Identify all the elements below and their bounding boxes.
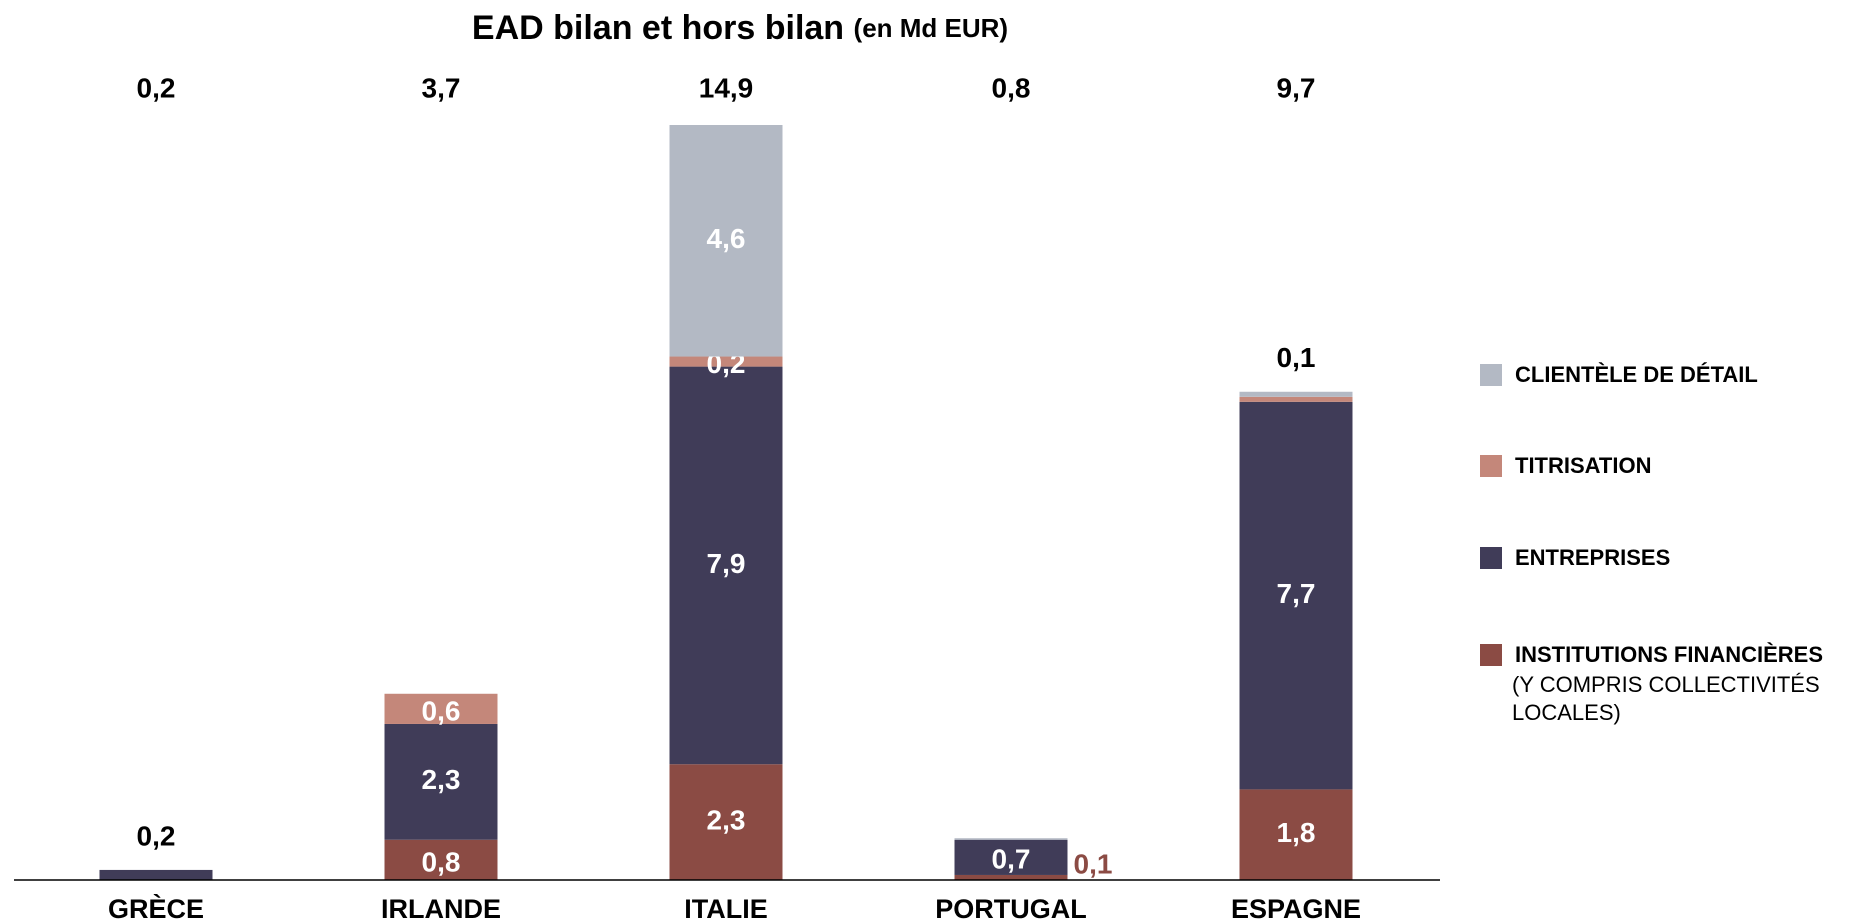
data-label: 1,8	[1277, 817, 1316, 848]
bar-segment	[669, 356, 783, 367]
bar-segment	[99, 869, 213, 880]
total-label: 0,8	[992, 72, 1031, 103]
legend-label: CLIENTÈLE DE DÉTAIL	[1515, 362, 1758, 387]
data-label: 0,8	[422, 846, 461, 877]
total-label: 0,2	[137, 72, 176, 103]
bar-segment	[1239, 396, 1353, 402]
legend-swatch	[1480, 455, 1502, 477]
bar-segment	[954, 874, 1068, 880]
bar-segment	[384, 723, 498, 840]
title-unit: (en Md EUR)	[854, 13, 1009, 43]
data-label: 0,2	[137, 820, 176, 851]
bar-segment	[954, 839, 1068, 875]
data-label: 4,6	[707, 223, 746, 254]
bar-segment	[384, 693, 498, 724]
legend-detail: (Y COMPRIS COLLECTIVITÉS	[1512, 672, 1820, 697]
legend-label: INSTITUTIONS FINANCIÈRES	[1515, 642, 1823, 667]
legend-label: TITRISATION	[1515, 453, 1651, 478]
chart-title: EAD bilan et hors bilan (en Md EUR)	[472, 9, 1008, 47]
bar-segment	[954, 838, 1068, 840]
total-label: 3,7	[422, 72, 461, 103]
bar-segment	[1239, 789, 1353, 880]
legend-label: ENTREPRISES	[1515, 545, 1670, 570]
x-tick-label: IRLANDE	[381, 894, 501, 924]
x-tick-label: GRÈCE	[108, 893, 204, 924]
legend-swatch	[1480, 364, 1502, 386]
data-label: 7,7	[1277, 578, 1316, 609]
data-label: 0,1	[1277, 342, 1316, 373]
x-tick-label: ITALIE	[684, 894, 768, 924]
x-tick-label: PORTUGAL	[935, 894, 1087, 924]
total-label: 9,7	[1277, 72, 1316, 103]
legend-swatch	[1480, 644, 1502, 666]
title-main: EAD bilan et hors bilan	[472, 9, 844, 47]
bar-segment	[669, 125, 783, 357]
bar-segment	[669, 764, 783, 880]
x-tick-label: ESPAGNE	[1231, 894, 1361, 924]
data-label: 0,6	[422, 695, 461, 726]
data-label: 0,7	[992, 844, 1031, 875]
data-label: 0,1	[1074, 848, 1113, 879]
bar-segment	[1239, 391, 1353, 397]
bar-segment	[669, 366, 783, 765]
data-label: 2,3	[707, 805, 746, 836]
bar-segment	[1239, 401, 1353, 790]
total-label: 14,9	[699, 72, 754, 103]
bar-segment	[384, 839, 498, 880]
legend-swatch	[1480, 547, 1502, 569]
data-label: 7,9	[707, 548, 746, 579]
legend-detail: LOCALES)	[1512, 700, 1621, 725]
data-label: 2,3	[422, 764, 461, 795]
